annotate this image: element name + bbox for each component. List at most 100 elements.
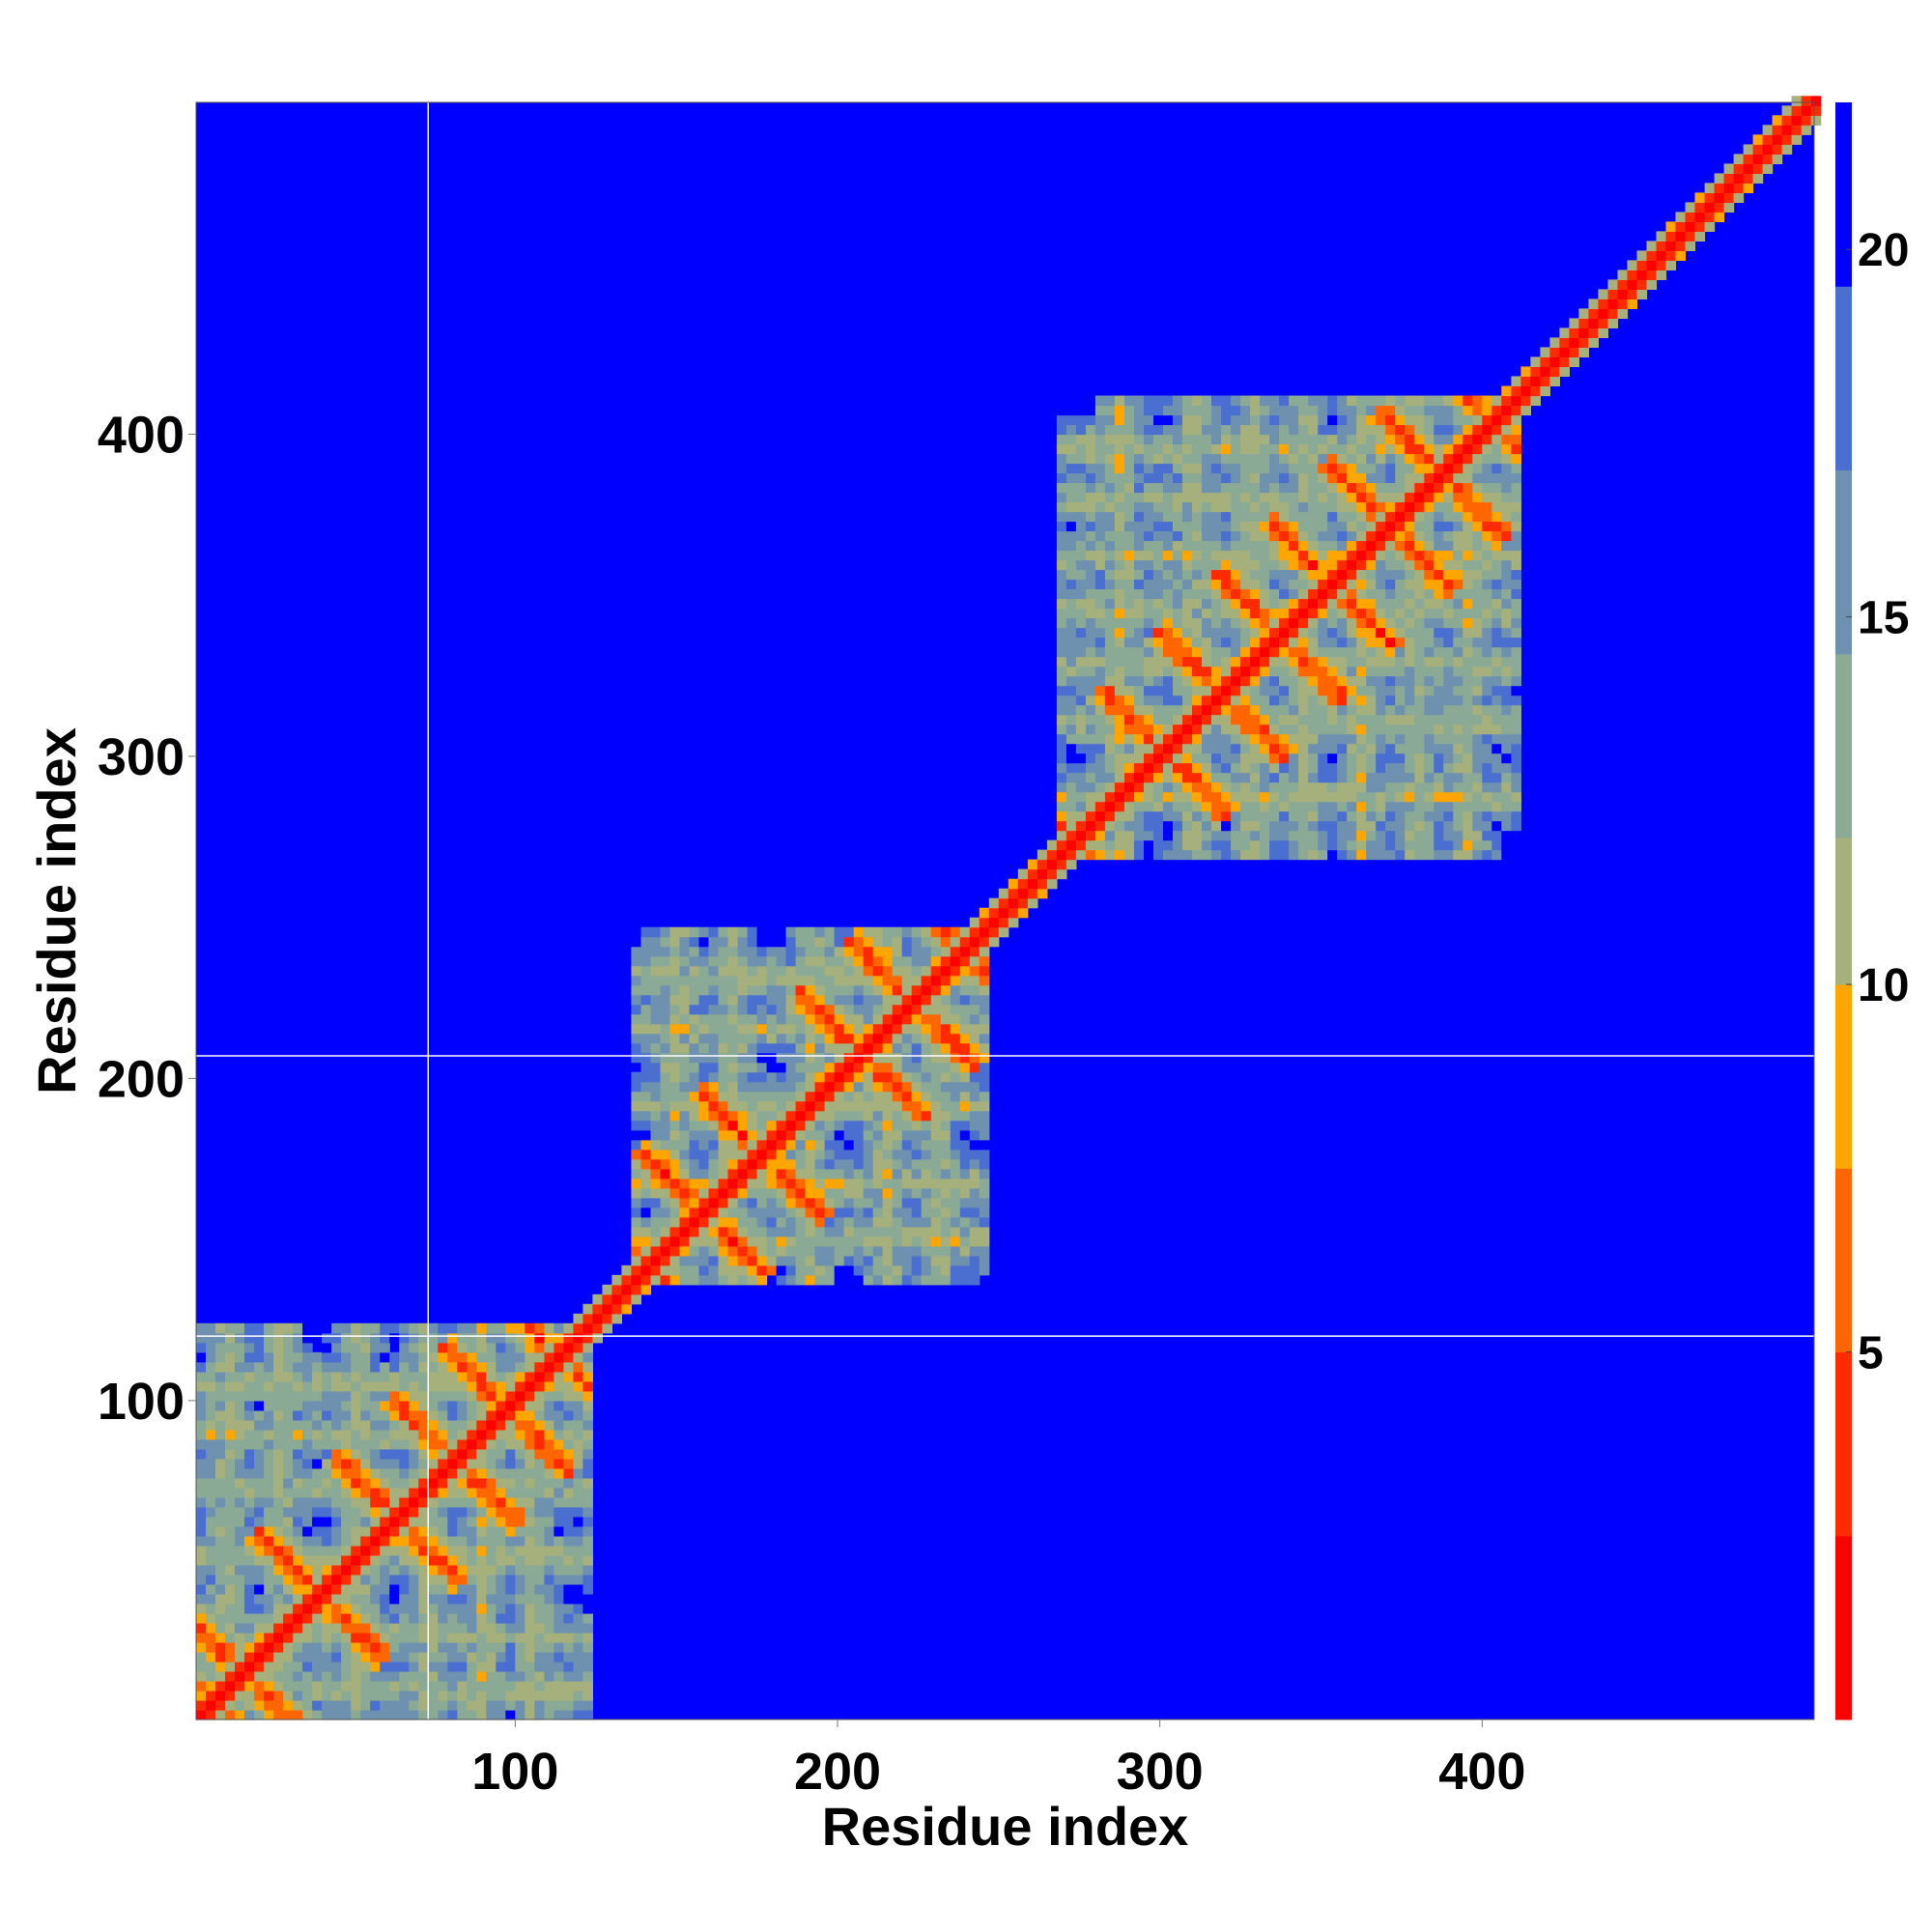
heatmap-cell bbox=[1104, 839, 1116, 851]
heatmap-cell bbox=[1308, 714, 1319, 725]
heatmap-cell bbox=[215, 1487, 226, 1498]
heatmap-cell bbox=[409, 1487, 419, 1498]
heatmap-cell bbox=[418, 1564, 429, 1576]
heatmap-cell bbox=[1327, 414, 1338, 426]
heatmap-cell bbox=[737, 946, 749, 957]
heatmap-cell bbox=[351, 1496, 361, 1508]
heatmap-cell bbox=[756, 1226, 768, 1237]
heatmap-cell bbox=[264, 1652, 274, 1662]
heatmap-cell bbox=[544, 1583, 554, 1595]
heatmap-cell bbox=[1376, 530, 1386, 542]
heatmap-cell bbox=[1065, 820, 1077, 832]
heatmap-cell bbox=[669, 1197, 681, 1208]
heatmap-cell bbox=[718, 1013, 729, 1025]
heatmap-cell bbox=[582, 1623, 593, 1634]
heatmap-cell bbox=[1094, 656, 1106, 668]
heatmap-cell bbox=[679, 975, 691, 986]
heatmap-cell bbox=[969, 926, 980, 938]
heatmap-cell bbox=[1240, 675, 1251, 687]
heatmap-cell bbox=[244, 1574, 255, 1585]
heatmap-cell bbox=[505, 1545, 516, 1556]
heatmap-cell bbox=[544, 1564, 554, 1576]
heatmap-cell bbox=[563, 1400, 574, 1411]
heatmap-cell bbox=[1279, 810, 1290, 822]
heatmap-cell bbox=[1163, 453, 1174, 465]
heatmap-cell bbox=[766, 955, 778, 967]
heatmap-cell bbox=[1173, 627, 1183, 639]
heatmap-cell bbox=[1153, 540, 1164, 552]
heatmap-cell bbox=[1114, 714, 1125, 725]
heatmap-cell bbox=[824, 1236, 836, 1247]
heatmap-cell bbox=[824, 946, 836, 957]
heatmap-cell bbox=[1385, 637, 1396, 648]
heatmap-cell bbox=[1395, 617, 1406, 629]
heatmap-cell bbox=[689, 1033, 700, 1044]
heatmap-cell bbox=[1289, 675, 1299, 687]
heatmap-cell bbox=[1202, 714, 1212, 725]
heatmap-cell bbox=[640, 1129, 652, 1141]
heatmap-cell bbox=[196, 1516, 207, 1527]
heatmap-cell bbox=[1308, 810, 1319, 822]
heatmap-cell bbox=[1202, 434, 1212, 445]
heatmap-cell bbox=[863, 994, 874, 1006]
heatmap-cell bbox=[1144, 598, 1154, 610]
heatmap-cell bbox=[669, 1129, 681, 1141]
heatmap-cell bbox=[660, 1187, 671, 1199]
heatmap-cell bbox=[322, 1525, 332, 1537]
heatmap-cell bbox=[689, 1023, 700, 1035]
heatmap-cell bbox=[428, 1390, 439, 1402]
heatmap-cell bbox=[273, 1583, 284, 1595]
heatmap-cell bbox=[293, 1516, 303, 1527]
heatmap-cell bbox=[563, 1419, 574, 1431]
heatmap-cell bbox=[1337, 598, 1348, 610]
heatmap-cell bbox=[554, 1458, 564, 1469]
heatmap-cell bbox=[312, 1535, 323, 1547]
heatmap-cell bbox=[969, 1071, 980, 1083]
heatmap-cell bbox=[998, 907, 1009, 919]
heatmap-cell bbox=[196, 1700, 207, 1711]
heatmap-cell bbox=[872, 1033, 884, 1044]
heatmap-cell bbox=[1298, 550, 1309, 561]
heatmap-cell bbox=[293, 1593, 303, 1605]
heatmap-cell bbox=[640, 1013, 652, 1025]
heatmap-cell bbox=[718, 1004, 729, 1015]
heatmap-cell bbox=[785, 1033, 797, 1044]
heatmap-cell bbox=[1144, 530, 1154, 542]
heatmap-cell bbox=[370, 1710, 381, 1720]
heatmap-cell bbox=[969, 1149, 980, 1160]
heatmap-cell bbox=[718, 1197, 729, 1208]
heatmap-cell bbox=[389, 1700, 400, 1711]
heatmap-cell bbox=[554, 1681, 564, 1691]
heatmap-cell bbox=[351, 1487, 361, 1498]
heatmap-cell bbox=[1260, 550, 1270, 561]
heatmap-cell bbox=[273, 1448, 284, 1460]
heatmap-cell bbox=[1173, 753, 1183, 764]
heatmap-cell bbox=[892, 1129, 903, 1141]
heatmap-cell bbox=[669, 1052, 681, 1064]
heatmap-cell bbox=[882, 946, 894, 957]
heatmap-cell bbox=[689, 926, 700, 938]
heatmap-cell bbox=[196, 1583, 207, 1595]
heatmap-cell bbox=[370, 1429, 381, 1440]
heatmap-cell bbox=[1250, 839, 1261, 851]
heatmap-cell bbox=[534, 1448, 545, 1460]
heatmap-cell bbox=[1424, 569, 1435, 581]
heatmap-cell bbox=[1124, 724, 1135, 735]
heatmap-cell bbox=[438, 1371, 448, 1382]
heatmap-cell bbox=[534, 1554, 545, 1566]
heatmap-cell bbox=[1405, 395, 1415, 407]
heatmap-cell bbox=[1366, 434, 1377, 445]
heatmap-cell bbox=[882, 1023, 894, 1035]
heatmap-cell bbox=[814, 926, 826, 938]
heatmap-cell bbox=[1202, 704, 1212, 716]
heatmap-cell bbox=[1269, 637, 1280, 648]
heatmap-cell bbox=[563, 1448, 574, 1460]
heatmap-cell bbox=[370, 1487, 381, 1498]
heatmap-cell bbox=[718, 1042, 729, 1054]
heatmap-cell bbox=[264, 1438, 274, 1450]
heatmap-cell bbox=[1027, 888, 1038, 899]
heatmap-cell bbox=[1085, 801, 1096, 812]
heatmap-cell bbox=[1094, 501, 1106, 513]
heatmap-cell bbox=[215, 1613, 226, 1624]
heatmap-cell bbox=[1269, 453, 1280, 465]
